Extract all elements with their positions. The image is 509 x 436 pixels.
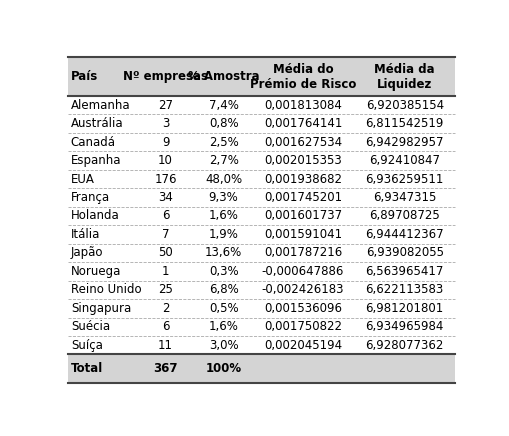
Text: 6,934965984: 6,934965984 xyxy=(365,320,443,333)
Text: França: França xyxy=(71,191,110,204)
Text: 9: 9 xyxy=(161,136,169,149)
Bar xyxy=(68,58,454,96)
Text: Alemanha: Alemanha xyxy=(71,99,130,112)
Text: 0,002045194: 0,002045194 xyxy=(264,339,342,352)
Text: 0,001813084: 0,001813084 xyxy=(264,99,341,112)
Text: -0,000647886: -0,000647886 xyxy=(261,265,344,278)
Text: 48,0%: 48,0% xyxy=(205,173,242,186)
Text: 0,8%: 0,8% xyxy=(208,117,238,130)
Text: Noruega: Noruega xyxy=(71,265,121,278)
Text: 50: 50 xyxy=(158,246,173,259)
Text: Nº empresas: Nº empresas xyxy=(123,70,208,83)
Text: 11: 11 xyxy=(158,339,173,352)
Text: 6,563965417: 6,563965417 xyxy=(365,265,443,278)
Text: Holanda: Holanda xyxy=(71,209,120,222)
Text: 6: 6 xyxy=(161,320,169,333)
Text: % Amostra: % Amostra xyxy=(187,70,259,83)
Text: 6,939082055: 6,939082055 xyxy=(365,246,443,259)
Text: 0,001787216: 0,001787216 xyxy=(263,246,342,259)
Text: 6,936259511: 6,936259511 xyxy=(365,173,443,186)
Text: 0,001601737: 0,001601737 xyxy=(264,209,342,222)
Text: Suécia: Suécia xyxy=(71,320,110,333)
Text: 1,6%: 1,6% xyxy=(208,209,238,222)
Text: 9,3%: 9,3% xyxy=(208,191,238,204)
Text: 2: 2 xyxy=(161,302,169,315)
Text: 7,4%: 7,4% xyxy=(208,99,238,112)
Text: 3: 3 xyxy=(161,117,169,130)
Text: 6,9347315: 6,9347315 xyxy=(372,191,436,204)
Text: 6,622113583: 6,622113583 xyxy=(365,283,443,296)
Text: Singapura: Singapura xyxy=(71,302,131,315)
Text: 6,89708725: 6,89708725 xyxy=(369,209,439,222)
Text: 25: 25 xyxy=(158,283,173,296)
Text: 6,981201801: 6,981201801 xyxy=(365,302,443,315)
Text: -0,002426183: -0,002426183 xyxy=(261,283,344,296)
Text: 0,002015353: 0,002015353 xyxy=(264,154,341,167)
Text: 6,92410847: 6,92410847 xyxy=(369,154,439,167)
Text: Média do
Prémio de Risco: Média do Prémio de Risco xyxy=(249,63,355,91)
Text: 1: 1 xyxy=(161,265,169,278)
Text: 100%: 100% xyxy=(205,362,241,375)
Text: 2,5%: 2,5% xyxy=(208,136,238,149)
Text: 3,0%: 3,0% xyxy=(208,339,238,352)
Text: 6,920385154: 6,920385154 xyxy=(365,99,443,112)
Text: Média da
Liquidez: Média da Liquidez xyxy=(374,63,434,91)
Text: 1,9%: 1,9% xyxy=(208,228,238,241)
Text: Itália: Itália xyxy=(71,228,100,241)
Text: 6,944412367: 6,944412367 xyxy=(364,228,443,241)
Text: 0,001938682: 0,001938682 xyxy=(264,173,342,186)
Text: 10: 10 xyxy=(158,154,173,167)
Text: 27: 27 xyxy=(158,99,173,112)
Text: 176: 176 xyxy=(154,173,177,186)
Text: Total: Total xyxy=(71,362,103,375)
Text: Japão: Japão xyxy=(71,246,103,259)
Text: 0,001750822: 0,001750822 xyxy=(264,320,342,333)
Text: 1,6%: 1,6% xyxy=(208,320,238,333)
Text: Austrália: Austrália xyxy=(71,117,123,130)
Text: 0,3%: 0,3% xyxy=(208,265,238,278)
Text: 0,001745201: 0,001745201 xyxy=(264,191,342,204)
Text: 0,001536096: 0,001536096 xyxy=(264,302,342,315)
Text: Suíça: Suíça xyxy=(71,339,102,352)
Text: 0,5%: 0,5% xyxy=(208,302,238,315)
Text: 6,928077362: 6,928077362 xyxy=(365,339,443,352)
Text: 0,001591041: 0,001591041 xyxy=(264,228,342,241)
Text: País: País xyxy=(71,70,98,83)
Text: 2,7%: 2,7% xyxy=(208,154,238,167)
Text: 367: 367 xyxy=(153,362,178,375)
Text: Espanha: Espanha xyxy=(71,154,121,167)
Text: 0,001764141: 0,001764141 xyxy=(263,117,342,130)
Text: 6: 6 xyxy=(161,209,169,222)
Text: 0,001627534: 0,001627534 xyxy=(264,136,342,149)
Text: 6,811542519: 6,811542519 xyxy=(365,117,443,130)
Text: 13,6%: 13,6% xyxy=(205,246,242,259)
Text: Canadá: Canadá xyxy=(71,136,116,149)
Bar xyxy=(68,354,454,383)
Text: 6,942982957: 6,942982957 xyxy=(365,136,443,149)
Text: EUA: EUA xyxy=(71,173,95,186)
Text: 6,8%: 6,8% xyxy=(208,283,238,296)
Text: 7: 7 xyxy=(161,228,169,241)
Text: Reino Unido: Reino Unido xyxy=(71,283,141,296)
Text: 34: 34 xyxy=(158,191,173,204)
